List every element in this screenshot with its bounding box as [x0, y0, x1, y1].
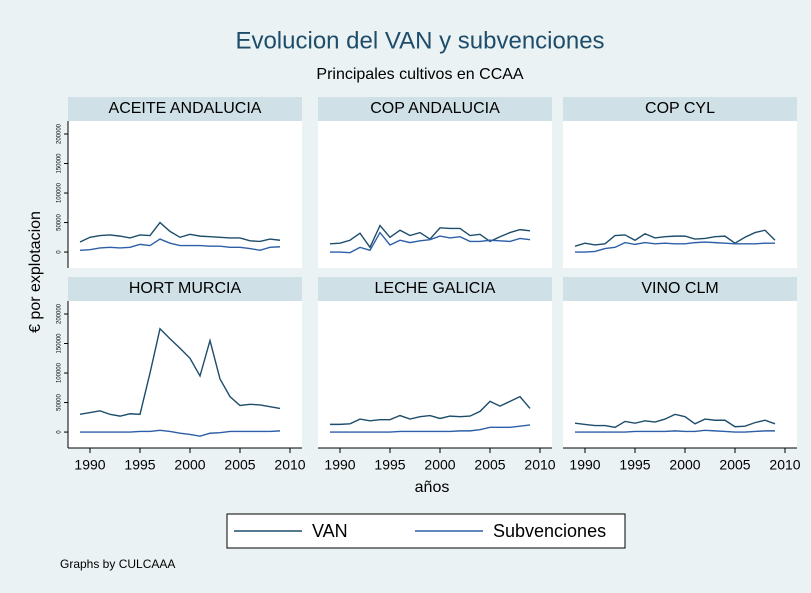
- x-tick-label: 2000: [174, 457, 205, 473]
- x-tick-label: 2005: [224, 457, 255, 473]
- plot-area: [68, 301, 302, 448]
- panel-header: [68, 277, 302, 301]
- panel-header: [68, 97, 302, 121]
- x-tick-label: 1995: [124, 457, 155, 473]
- series-line: [330, 231, 531, 254]
- chart-title: Evolucion del VAN y subvenciones: [235, 27, 604, 54]
- y-tick-label: 200000: [57, 123, 63, 144]
- x-tick-label: 2005: [719, 457, 750, 473]
- y-tick-label: 150000: [57, 333, 63, 354]
- y-axis-label: € por explotacion: [27, 211, 44, 333]
- series-line: [330, 424, 531, 433]
- legend-label: VAN: [312, 521, 348, 541]
- x-tick-label: 1995: [374, 457, 405, 473]
- y-tick-label: 50000: [57, 214, 63, 231]
- x-axis-label: años: [415, 479, 450, 496]
- x-tick-label: 2010: [769, 457, 800, 473]
- series-line: [575, 241, 775, 253]
- series-line: [575, 429, 775, 433]
- x-tick-label: 2005: [474, 457, 505, 473]
- series-line: [574, 229, 776, 247]
- y-tick-label: 0: [57, 250, 63, 254]
- x-tick-label: 2010: [524, 457, 555, 473]
- y-tick-label: 50000: [57, 394, 63, 411]
- panel-title: COP ANDALUCIA: [370, 100, 500, 117]
- series-line: [330, 395, 531, 426]
- plot-area: [318, 121, 552, 268]
- panel-header: [563, 277, 797, 301]
- plot-area: [68, 121, 302, 268]
- x-tick-label: 1990: [324, 457, 355, 473]
- plot-area: [563, 121, 797, 268]
- chart-subtitle: Principales cultivos en CCAA: [316, 66, 524, 83]
- panel-header: [318, 277, 552, 301]
- x-tick-label: 2010: [274, 457, 305, 473]
- x-tick-label: 1990: [74, 457, 105, 473]
- y-tick-label: 100000: [57, 362, 63, 383]
- x-tick-label: 2000: [424, 457, 455, 473]
- y-tick-label: 0: [57, 430, 63, 434]
- plot-area: [563, 301, 797, 448]
- x-tick-label: 2000: [669, 457, 700, 473]
- panel-title: COP CYL: [645, 100, 715, 117]
- panel-header: [318, 97, 552, 121]
- x-tick-label: 1995: [619, 457, 650, 473]
- x-tick-label: 1990: [569, 457, 600, 473]
- y-tick-label: 100000: [57, 182, 63, 203]
- panel-title: HORT MURCIA: [129, 280, 242, 297]
- series-line: [79, 238, 281, 252]
- plot-area: [318, 301, 552, 448]
- y-tick-label: 200000: [57, 303, 63, 324]
- panel-title: ACEITE ANDALUCIA: [109, 100, 262, 117]
- series-line: [574, 413, 776, 429]
- series-line: [79, 327, 281, 417]
- panel-header: [563, 97, 797, 121]
- note: Graphs by CULCAAA: [60, 557, 175, 571]
- series-line: [79, 221, 281, 243]
- panel-title: LECHE GALICIA: [375, 280, 496, 297]
- panel-title: VINO CLM: [641, 280, 718, 297]
- y-tick-label: 150000: [57, 153, 63, 174]
- series-line: [80, 429, 281, 437]
- legend-label: Subvenciones: [493, 521, 606, 541]
